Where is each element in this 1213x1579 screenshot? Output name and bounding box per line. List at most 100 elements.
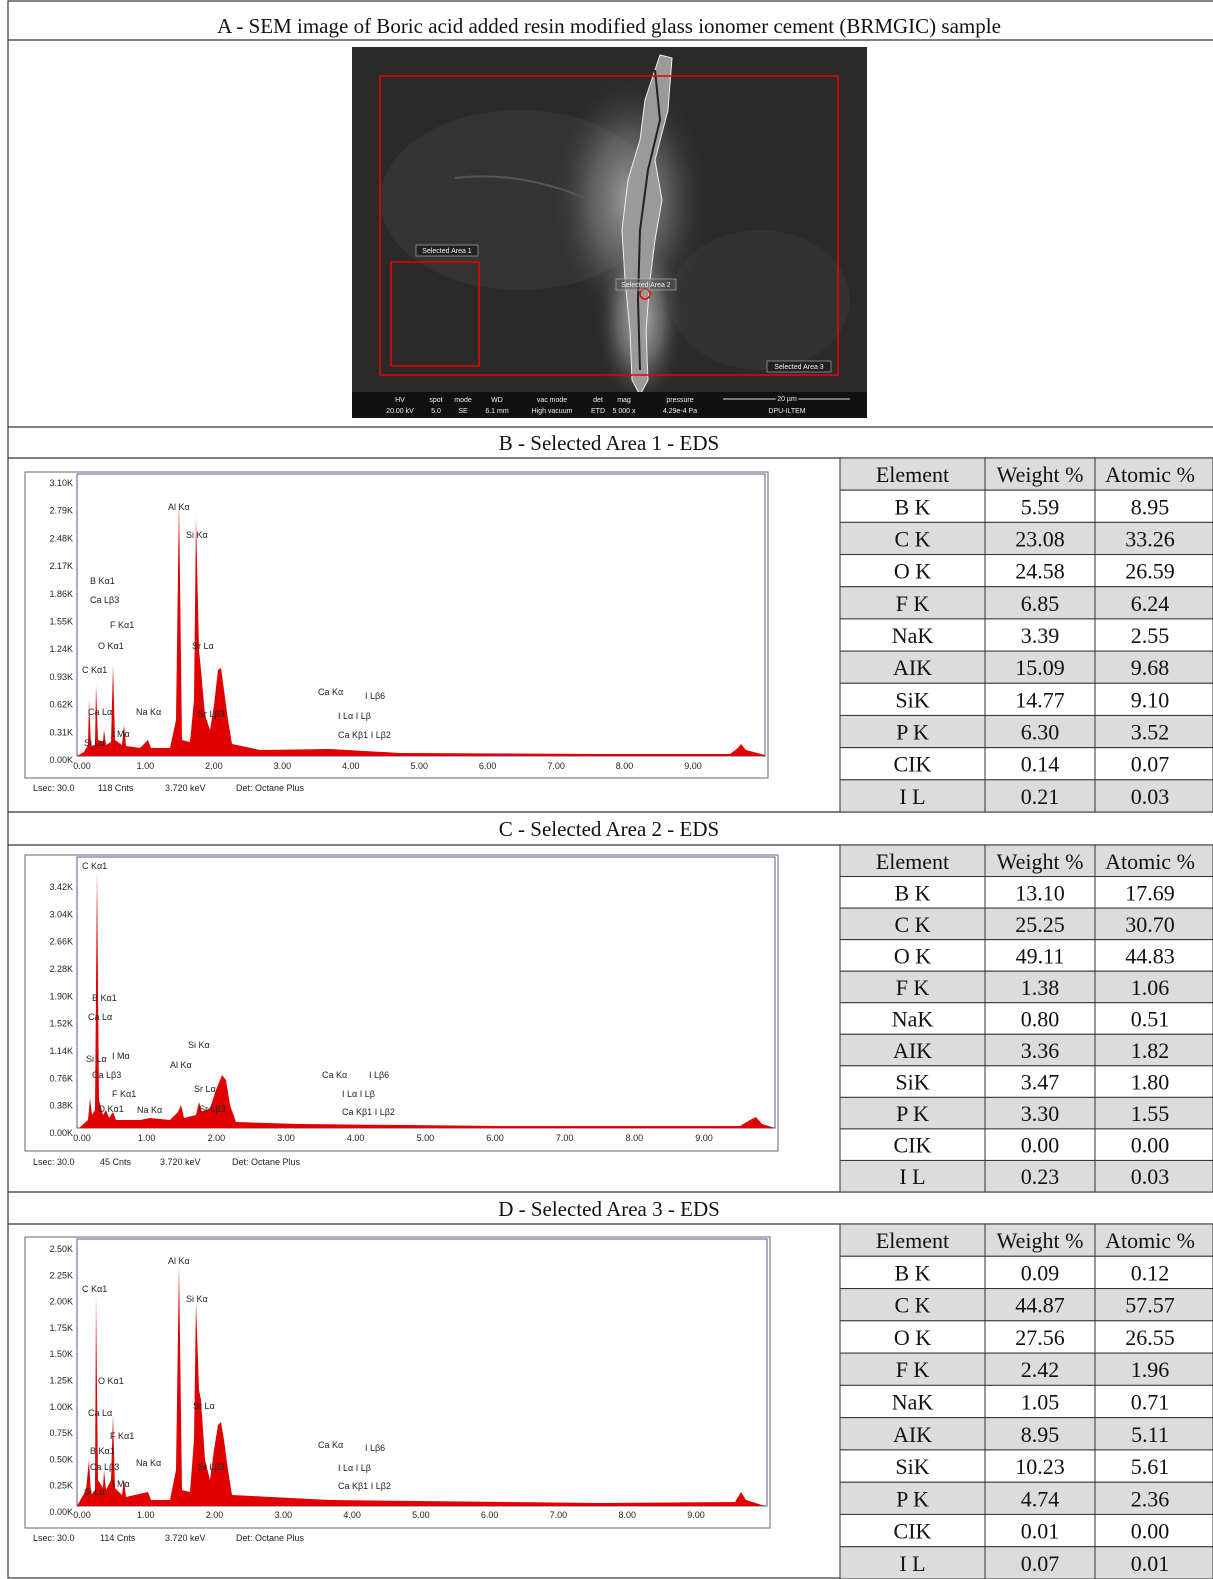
table-cell: I L [899,784,925,809]
y-tick-label: 1.55K [49,617,73,627]
y-tick-label: 3.04K [49,909,73,919]
info-label: mode [454,397,472,404]
y-tick-label: 1.86K [49,589,73,599]
peak-label: Ca Lβ3 [92,1070,121,1080]
y-tick-label: 2.00K [49,1297,73,1307]
x-tick-label: 3.00 [274,761,292,771]
peak-label: Si Lα [84,738,105,748]
table-cell: 0.00 [1131,1519,1170,1544]
y-tick-label: 2.79K [49,506,73,516]
x-tick-label: 9.00 [684,761,702,771]
table-cell: 5.59 [1021,494,1060,519]
y-tick-label: 0.38K [49,1101,73,1111]
peak-label: Si Kα [186,1294,208,1304]
table-cell: 5.11 [1131,1422,1169,1447]
table-cell: 1.06 [1131,975,1170,1000]
table-cell: C K [894,1293,930,1318]
table-cell: 3.47 [1021,1070,1060,1095]
peak-label: I Mα [112,729,130,739]
peak-label: Si Lα [86,1054,107,1064]
peak-label: Na Kα [137,1105,162,1115]
table-cell: SiK [895,1454,929,1479]
table-cell: 0.00 [1021,1133,1060,1158]
table-cell: 1.80 [1131,1070,1170,1095]
x-tick-label: 2.00 [206,1510,224,1520]
panel-title: B - Selected Area 1 - EDS [499,431,719,455]
table-cell: 0.03 [1131,1164,1170,1189]
spectrum-footer: Det: Octane Plus [236,1533,305,1543]
info-label: pressure [666,397,693,404]
y-tick-label: 1.24K [49,644,73,654]
table-cell: 3.36 [1021,1038,1060,1063]
spectrum-footer: 118 Cnts [98,783,134,793]
table-cell: 0.07 [1021,1551,1060,1576]
table-header: Weight % [997,462,1084,487]
table-cell: I L [899,1164,925,1189]
table-cell: 1.82 [1131,1038,1170,1063]
info-label: vac mode [537,397,567,404]
y-tick-label: 3.42K [49,882,73,892]
peak-label: I Lα I Lβ [338,1463,371,1473]
panel-title: C - Selected Area 2 - EDS [499,817,719,841]
spectrum-footer: 114 Cnts [100,1533,136,1543]
table-cell: 2.42 [1021,1357,1060,1382]
x-tick-label: 9.00 [687,1510,705,1520]
area-label: Selected Area 1 [422,248,472,255]
x-tick-label: 7.00 [550,1510,568,1520]
x-tick-label: 4.00 [342,761,360,771]
table-cell: 2.55 [1131,623,1170,648]
table-cell: 44.87 [1015,1293,1065,1318]
peak-label: Sr Lβ3 [199,1104,226,1114]
table-cell: 0.01 [1021,1519,1060,1544]
table-cell: 0.23 [1021,1164,1060,1189]
peak-label: Sr Lα [192,641,214,651]
table-cell: O K [894,943,931,968]
info-label: spot [429,397,442,404]
y-tick-label: 2.66K [49,937,73,947]
table-cell: SiK [895,687,929,712]
x-tick-label: 0.00 [73,1510,91,1520]
peak-label: I Lβ6 [365,1443,385,1453]
table-header: Atomic % [1105,462,1195,487]
facility: DPU-ILTEM [768,408,805,415]
table-cell: AIK [893,655,932,680]
table-cell: 0.14 [1021,752,1060,777]
table-cell: 1.05 [1021,1390,1060,1415]
table-cell: 6.30 [1021,720,1060,745]
spectrum-footer: 3.720 keV [165,783,206,793]
table-cell: 13.10 [1015,880,1065,905]
spectrum-footer: 45 Cnts [100,1157,132,1167]
table-cell: 0.51 [1131,1007,1170,1032]
x-tick-label: 8.00 [618,1510,636,1520]
table-cell: P K [896,1101,929,1126]
peak-label: Al Kα [168,1256,190,1266]
x-tick-label: 1.00 [137,761,155,771]
figure: A - SEM image of Boric acid added resin … [0,0,1213,1579]
y-tick-label: 2.28K [49,964,73,974]
panel-title: D - Selected Area 3 - EDS [498,1197,720,1221]
x-tick-label: 5.00 [412,1510,430,1520]
spectrum-footer: Lsec: 30.0 [33,783,75,793]
x-tick-label: 6.00 [481,1510,499,1520]
table-cell: 3.52 [1131,720,1170,745]
x-tick-label: 1.00 [137,1510,155,1520]
table-cell: 0.21 [1021,784,1060,809]
y-tick-label: 0.76K [49,1073,73,1083]
x-tick-label: 8.00 [626,1133,644,1143]
info-label: WD [491,397,503,404]
table-cell: 6.24 [1131,591,1170,616]
table-cell: CIK [894,752,932,777]
peak-label: I Lα I Lβ [338,711,371,721]
y-tick-label: 1.52K [49,1019,73,1029]
peak-label: Na Kα [136,1458,161,1468]
peak-label: F Kα1 [112,1089,136,1099]
y-tick-label: 0.00K [49,755,73,765]
table-cell: 3.30 [1021,1101,1060,1126]
x-tick-label: 4.00 [347,1133,365,1143]
x-tick-label: 8.00 [616,761,634,771]
table-cell: 4.74 [1021,1486,1060,1511]
table-cell: 10.23 [1015,1454,1065,1479]
info-value: SE [458,408,468,415]
y-tick-label: 0.31K [49,727,73,737]
table-cell: 33.26 [1125,526,1175,551]
